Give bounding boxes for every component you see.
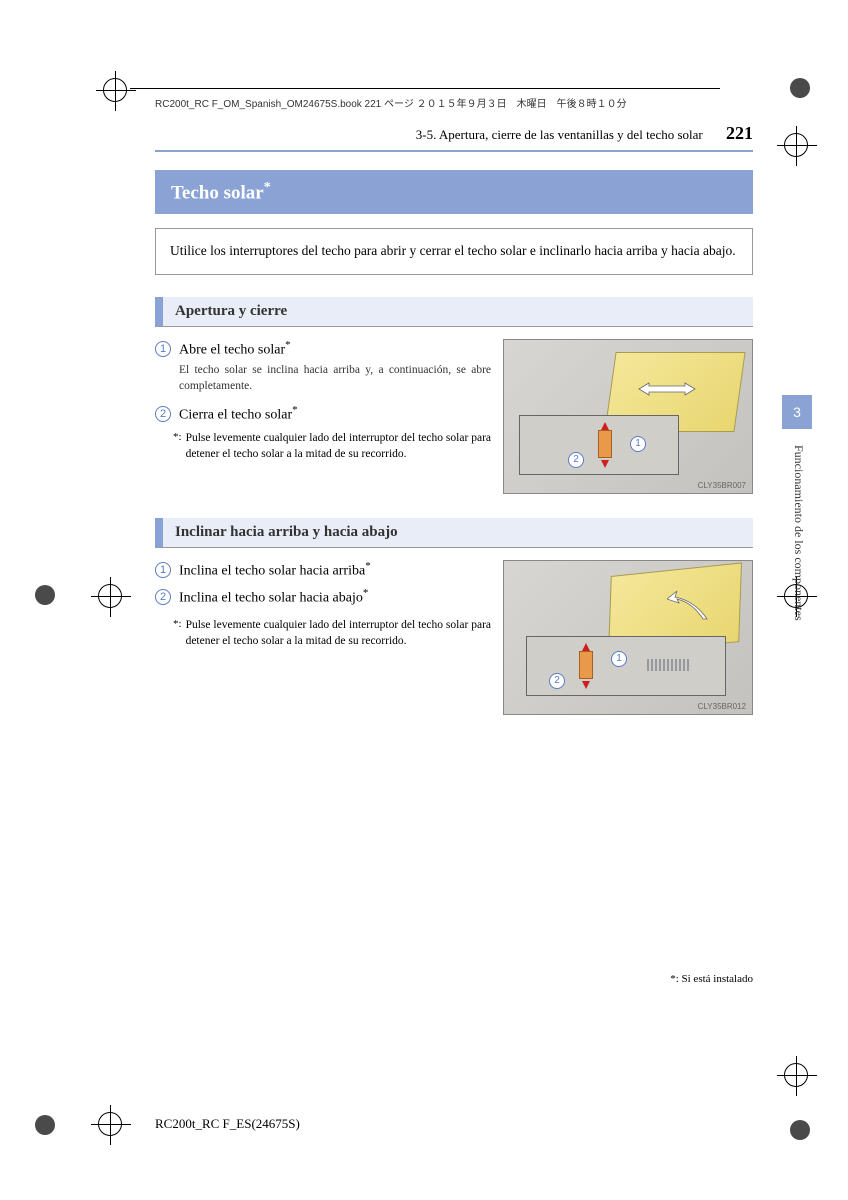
section2-heading: Inclinar hacia arriba y hacia abajo — [155, 518, 753, 548]
slide-arrow-icon — [637, 380, 697, 398]
item2-marker: * — [292, 404, 298, 416]
s2-item2-text: Inclina el techo solar hacia abajo — [179, 591, 363, 606]
breadcrumb: 3-5. Apertura, cierre de las ventanillas… — [155, 123, 753, 152]
figure1-code: CLY35BR007 — [698, 481, 746, 490]
tilt-arrow-icon — [667, 591, 717, 627]
figure2-badge2: 2 — [549, 673, 565, 689]
section1-item2: 2 Cierra el techo solar* — [155, 404, 491, 424]
page-number: 221 — [726, 123, 753, 143]
figure2-switch — [579, 651, 593, 679]
item1-marker: * — [285, 339, 291, 351]
s2-item2-marker: * — [363, 587, 369, 599]
figure1-switch — [598, 430, 612, 458]
chapter-tab: 3 — [782, 395, 812, 429]
item1-number: 1 — [155, 341, 171, 357]
footer-text: RC200t_RC F_ES(24675S) — [155, 1116, 300, 1132]
section1-item1: 1 Abre el techo solar* — [155, 339, 491, 359]
s2-item1-marker: * — [365, 560, 371, 572]
title-marker: * — [264, 180, 271, 195]
figure2-code: CLY35BR012 — [698, 702, 746, 711]
figure1-inset: 1 2 — [519, 415, 679, 475]
figure1-badge2: 2 — [568, 452, 584, 468]
section2-item1: 1 Inclina el techo solar hacia arriba* — [155, 560, 491, 580]
figure2: 1 2 CLY35BR012 — [503, 560, 753, 715]
intro-text: Utilice los interruptores del techo para… — [155, 228, 753, 274]
figure2-arrow-up — [582, 643, 590, 651]
chapter-label: Funcionamiento de los componentes — [791, 445, 806, 621]
item2-text: Cierra el techo solar — [179, 408, 292, 423]
s2-item2-number: 2 — [155, 589, 171, 605]
figure1-arrow-down — [601, 460, 609, 468]
s2-item1-number: 1 — [155, 562, 171, 578]
section1-heading: Apertura y cierre — [155, 297, 753, 327]
item1-text: Abre el techo solar — [179, 342, 285, 357]
footnote2-mark: *: — [173, 617, 182, 649]
figure2-badge1: 1 — [611, 651, 627, 667]
figure2-vent — [647, 659, 691, 671]
breadcrumb-text: 3-5. Apertura, cierre de las ventanillas… — [416, 127, 703, 142]
section2-item2: 2 Inclina el techo solar hacia abajo* — [155, 587, 491, 607]
page-title: Techo solar* — [155, 170, 753, 214]
figure1: 1 2 CLY35BR007 — [503, 339, 753, 494]
s2-item1-text: Inclina el techo solar hacia arriba — [179, 563, 365, 578]
item1-detail: El techo solar se inclina hacia arriba y… — [179, 362, 491, 394]
footnote1-text: Pulse levemente cualquier lado del inter… — [186, 430, 491, 462]
title-text: Techo solar — [171, 182, 264, 203]
book-meta: RC200t_RC F_OM_Spanish_OM24675S.book 221… — [155, 95, 627, 110]
figure1-badge1: 1 — [630, 436, 646, 452]
item2-number: 2 — [155, 406, 171, 422]
bottom-footnote: *: Si está instalado — [670, 973, 753, 985]
footnote1-mark: *: — [173, 430, 182, 462]
figure1-arrow-up — [601, 422, 609, 430]
figure2-inset: 1 2 — [526, 636, 726, 696]
footnote2-text: Pulse levemente cualquier lado del inter… — [186, 617, 491, 649]
figure2-arrow-down — [582, 681, 590, 689]
